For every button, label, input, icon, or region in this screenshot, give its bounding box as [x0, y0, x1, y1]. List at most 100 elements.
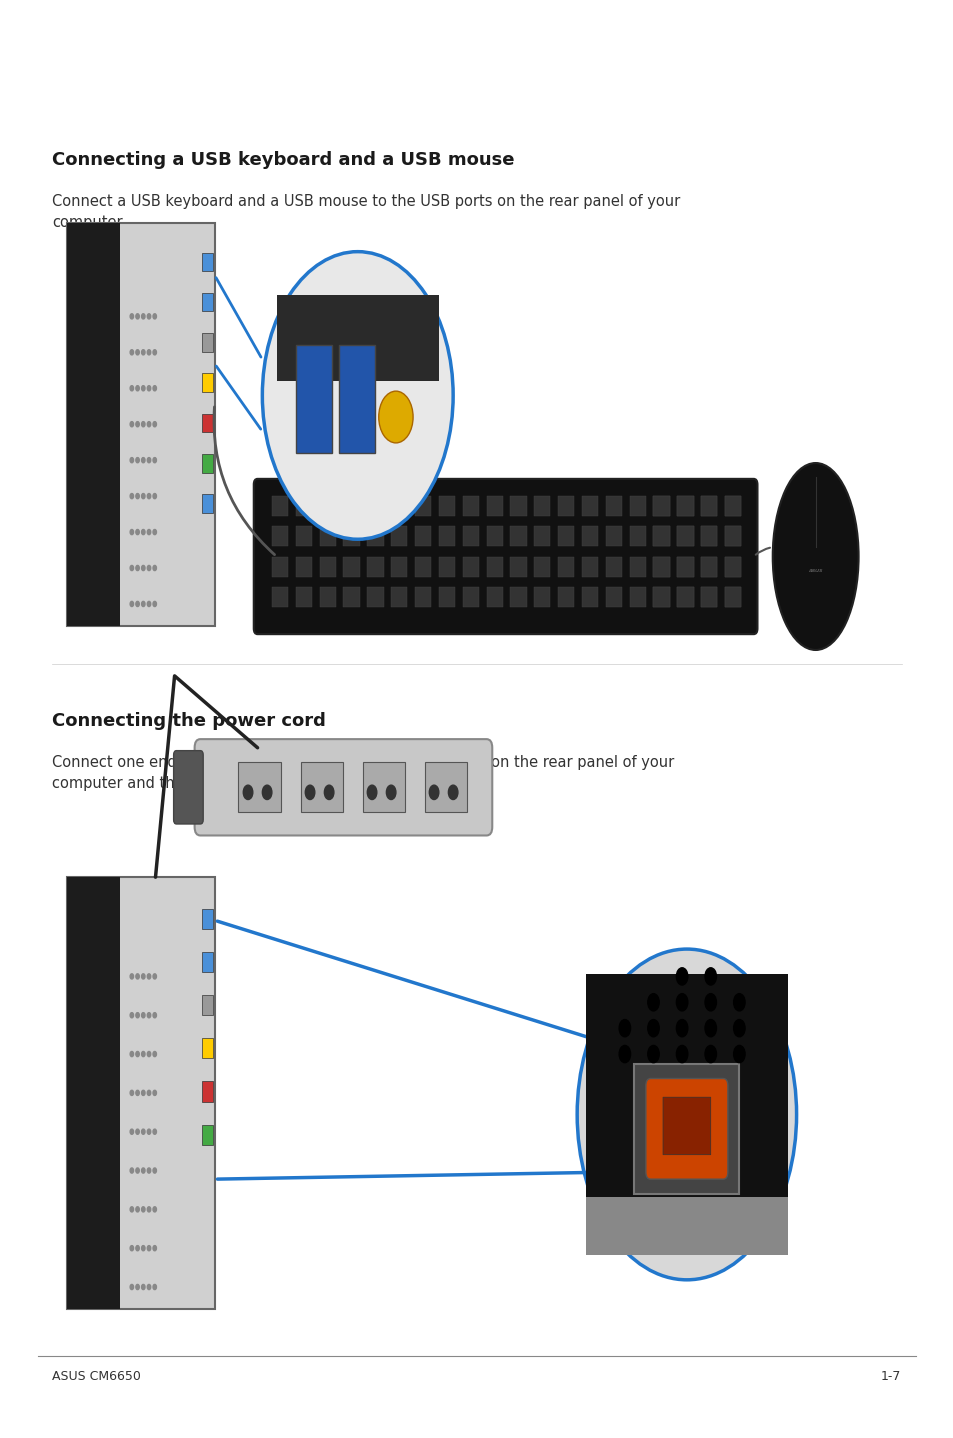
Circle shape: [152, 313, 156, 319]
FancyBboxPatch shape: [724, 526, 740, 546]
FancyBboxPatch shape: [724, 587, 740, 607]
FancyBboxPatch shape: [319, 496, 335, 516]
FancyBboxPatch shape: [558, 496, 574, 516]
FancyBboxPatch shape: [202, 952, 213, 972]
FancyBboxPatch shape: [724, 587, 740, 607]
Circle shape: [676, 994, 687, 1011]
FancyBboxPatch shape: [634, 1064, 739, 1194]
FancyBboxPatch shape: [253, 479, 757, 634]
FancyBboxPatch shape: [558, 526, 574, 546]
Circle shape: [135, 349, 139, 355]
FancyBboxPatch shape: [194, 739, 492, 835]
Circle shape: [577, 949, 796, 1280]
FancyBboxPatch shape: [238, 762, 281, 812]
Circle shape: [141, 385, 145, 391]
FancyBboxPatch shape: [415, 526, 431, 546]
Circle shape: [135, 1051, 139, 1057]
FancyBboxPatch shape: [202, 995, 213, 1015]
FancyBboxPatch shape: [67, 223, 120, 626]
FancyBboxPatch shape: [438, 587, 455, 607]
Circle shape: [130, 1051, 133, 1057]
Circle shape: [147, 1168, 151, 1173]
Circle shape: [147, 1051, 151, 1057]
FancyBboxPatch shape: [534, 526, 550, 546]
FancyBboxPatch shape: [295, 526, 312, 546]
Circle shape: [135, 1090, 139, 1096]
Circle shape: [130, 601, 133, 607]
Circle shape: [147, 1206, 151, 1212]
Text: ASUS CM6650: ASUS CM6650: [52, 1370, 141, 1383]
FancyBboxPatch shape: [486, 587, 502, 607]
Circle shape: [704, 994, 716, 1011]
FancyBboxPatch shape: [202, 454, 213, 473]
Circle shape: [733, 1045, 744, 1063]
FancyBboxPatch shape: [677, 587, 693, 607]
FancyBboxPatch shape: [724, 557, 740, 577]
FancyBboxPatch shape: [415, 557, 431, 577]
Text: asus: asus: [807, 568, 822, 574]
FancyBboxPatch shape: [202, 293, 213, 312]
Circle shape: [141, 1284, 145, 1290]
Circle shape: [135, 1012, 139, 1018]
FancyBboxPatch shape: [653, 587, 669, 607]
Circle shape: [141, 1051, 145, 1057]
Circle shape: [704, 1045, 716, 1063]
Circle shape: [448, 785, 457, 800]
Circle shape: [130, 529, 133, 535]
FancyBboxPatch shape: [605, 587, 621, 607]
FancyBboxPatch shape: [534, 587, 550, 607]
Text: Connect a USB keyboard and a USB mouse to the USB ports on the rear panel of you: Connect a USB keyboard and a USB mouse t…: [52, 194, 680, 230]
FancyBboxPatch shape: [558, 557, 574, 577]
Circle shape: [147, 529, 151, 535]
FancyBboxPatch shape: [343, 557, 359, 577]
FancyBboxPatch shape: [367, 587, 383, 607]
FancyBboxPatch shape: [272, 496, 288, 516]
FancyBboxPatch shape: [343, 526, 359, 546]
FancyBboxPatch shape: [724, 496, 740, 516]
Text: 1-7: 1-7: [881, 1370, 901, 1383]
Circle shape: [141, 313, 145, 319]
Circle shape: [141, 493, 145, 499]
FancyBboxPatch shape: [202, 253, 213, 272]
FancyBboxPatch shape: [629, 557, 645, 577]
Circle shape: [647, 994, 659, 1011]
Circle shape: [135, 1284, 139, 1290]
Circle shape: [147, 974, 151, 979]
FancyBboxPatch shape: [462, 587, 478, 607]
Circle shape: [130, 1245, 133, 1251]
Circle shape: [152, 1012, 156, 1018]
FancyBboxPatch shape: [67, 877, 214, 1309]
Circle shape: [130, 349, 133, 355]
FancyBboxPatch shape: [295, 345, 332, 453]
FancyBboxPatch shape: [724, 557, 740, 577]
FancyBboxPatch shape: [438, 496, 455, 516]
Circle shape: [141, 1129, 145, 1135]
Circle shape: [130, 313, 133, 319]
Ellipse shape: [772, 463, 858, 650]
FancyBboxPatch shape: [700, 587, 717, 607]
Circle shape: [135, 529, 139, 535]
FancyBboxPatch shape: [534, 496, 550, 516]
Circle shape: [141, 1012, 145, 1018]
FancyBboxPatch shape: [415, 587, 431, 607]
FancyBboxPatch shape: [272, 526, 288, 546]
FancyBboxPatch shape: [319, 526, 335, 546]
FancyBboxPatch shape: [438, 557, 455, 577]
Circle shape: [147, 565, 151, 571]
FancyBboxPatch shape: [462, 496, 478, 516]
FancyBboxPatch shape: [534, 557, 550, 577]
Circle shape: [147, 493, 151, 499]
Circle shape: [130, 1012, 133, 1018]
Circle shape: [135, 1245, 139, 1251]
Circle shape: [147, 601, 151, 607]
FancyBboxPatch shape: [653, 496, 669, 516]
Circle shape: [130, 1206, 133, 1212]
Circle shape: [130, 457, 133, 463]
FancyBboxPatch shape: [645, 1078, 727, 1179]
Text: Connecting the power cord: Connecting the power cord: [52, 712, 326, 731]
Circle shape: [130, 1090, 133, 1096]
FancyBboxPatch shape: [558, 587, 574, 607]
FancyBboxPatch shape: [202, 1038, 213, 1058]
FancyBboxPatch shape: [343, 496, 359, 516]
FancyBboxPatch shape: [391, 587, 407, 607]
